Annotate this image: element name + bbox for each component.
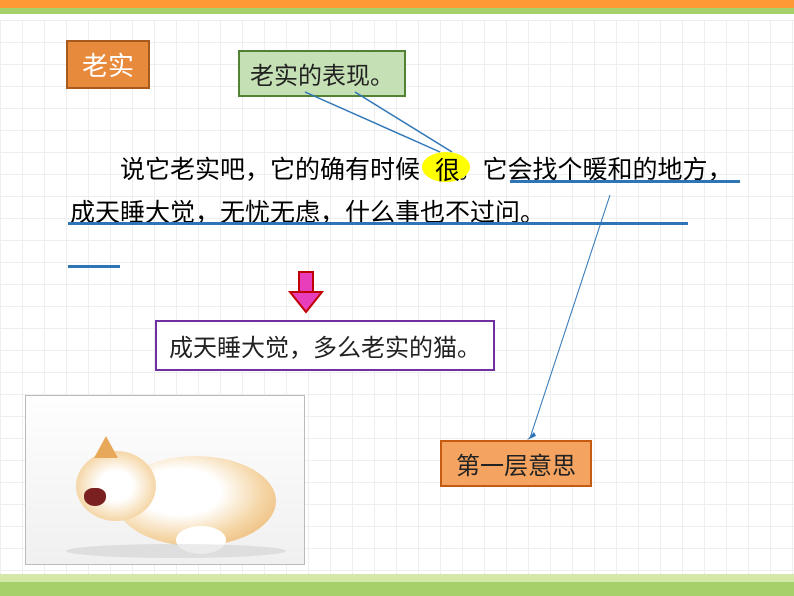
top-accent-bar-2	[0, 8, 794, 14]
label-laoshi: 老实	[66, 40, 150, 89]
label-laoshi-biaoxian: 老实的表现。	[238, 50, 406, 97]
label-summary: 成天睡大觉，多么老实的猫。	[155, 320, 495, 371]
bottom-accent-bar	[0, 582, 794, 596]
underline-1	[510, 180, 740, 183]
top-accent-bar	[0, 0, 794, 8]
underline-3	[68, 265, 120, 268]
cat-image	[25, 395, 305, 565]
bottom-accent-bar-2	[0, 574, 794, 582]
underline-2	[68, 222, 688, 225]
highlighted-char: 很	[435, 151, 460, 187]
label-layer1: 第一层意思	[440, 440, 592, 487]
